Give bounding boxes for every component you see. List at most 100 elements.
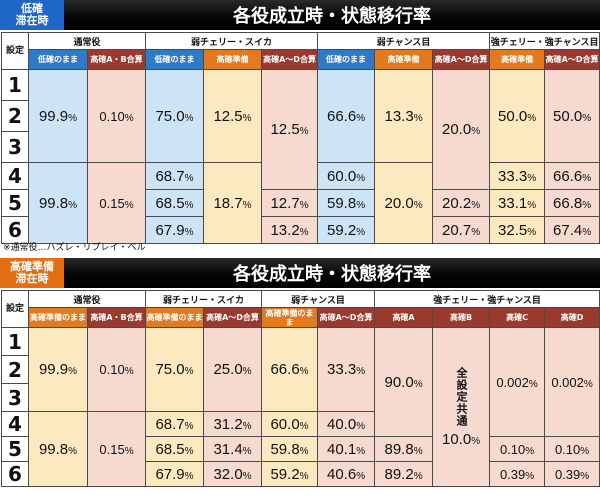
value: 89.8 — [384, 440, 414, 458]
value-cell: 68.5% — [145, 189, 205, 217]
unit: % — [299, 420, 309, 432]
value-cell-common: 全設定共通 10.0% — [432, 327, 491, 487]
unit: % — [527, 226, 537, 238]
setting-header: 設定 — [1, 32, 29, 70]
value: 31.2 — [213, 415, 243, 433]
value-cell: 0.10% — [544, 436, 600, 462]
unit: % — [184, 366, 194, 377]
value: 18.7 — [213, 194, 243, 212]
value: 40.6 — [326, 465, 357, 483]
section1-state-tag: 低確 滞在時 — [0, 0, 64, 30]
value: 99.8 — [38, 194, 69, 212]
value: 20.7 — [442, 221, 472, 239]
value: 0.10 — [499, 441, 526, 457]
value: 66.6 — [270, 361, 300, 378]
value: 67.9 — [155, 465, 185, 483]
sub-header: 高確A～D合算 — [203, 307, 263, 328]
unit: % — [582, 226, 592, 238]
value: 13.3 — [384, 107, 414, 125]
setting-number: 2 — [1, 355, 29, 384]
value-cell: 89.2% — [374, 461, 434, 487]
group-weak-chance: 弱チャンス目 — [317, 32, 491, 50]
value-cell: 60.0% — [261, 411, 319, 437]
common-label: 全設定共通 — [455, 366, 468, 427]
unit: % — [525, 470, 535, 482]
sub-header: 高確D — [544, 307, 600, 328]
value-cell: 20.7% — [432, 216, 491, 244]
unit: % — [583, 378, 593, 390]
value-cell: 67.9% — [145, 461, 205, 487]
value-cell: 32.5% — [489, 216, 546, 244]
unit: % — [242, 112, 252, 124]
sub-header: 高確準備のまま — [28, 307, 88, 328]
unit: % — [68, 366, 78, 377]
value: 59.8 — [326, 194, 357, 212]
value-cell: 67.9% — [145, 216, 205, 244]
value: 12.7 — [270, 194, 300, 212]
unit: % — [356, 470, 366, 482]
value-cell: 20.0% — [374, 162, 434, 244]
value-cell: 59.2% — [317, 216, 376, 244]
unit: % — [124, 366, 134, 377]
tag-line: 低確 — [21, 2, 43, 15]
value: 0.39 — [499, 466, 526, 482]
value-cell: 0.39% — [544, 461, 600, 487]
value: 0.10 — [99, 108, 125, 124]
value-cell: 75.0% — [145, 69, 205, 163]
value-cell: 0.15% — [86, 411, 147, 487]
sub-header: 高確A～D合算 — [317, 307, 376, 328]
value-cell: 67.4% — [544, 216, 600, 244]
section2-title: 各役成立時・状態移行率 — [233, 264, 431, 285]
value-cell: 0.10% — [86, 69, 147, 163]
value: 66.8 — [553, 194, 583, 212]
sub-header: 高確B — [432, 307, 491, 328]
unit: % — [356, 199, 366, 211]
sub-header: 低確のまま — [28, 49, 88, 70]
value-cell: 13.2% — [261, 216, 319, 244]
setting-header: 設定 — [1, 290, 29, 328]
sub-header: 低確のまま — [145, 49, 205, 70]
value: 20.2 — [442, 194, 472, 212]
value: 50.0 — [498, 107, 528, 125]
unit: % — [184, 420, 194, 432]
value-cell: 0.002% — [544, 327, 600, 437]
group-normal: 通常役 — [27, 32, 147, 50]
setting-number: 3 — [1, 131, 29, 163]
value-cell: 99.9% — [28, 327, 88, 412]
unit: % — [299, 226, 309, 238]
group-weak-chance: 弱チャンス目 — [261, 290, 376, 308]
group-strong-cherry: 強チェリー・強チャンス目 — [374, 290, 600, 308]
unit: % — [356, 420, 366, 432]
value-cell: 12.5% — [203, 69, 263, 163]
unit: % — [356, 226, 366, 238]
value: 68.7 — [155, 415, 185, 433]
unit: % — [124, 445, 134, 457]
value: 0.002 — [496, 374, 529, 390]
value: 33.1 — [498, 194, 528, 212]
unit: % — [527, 112, 537, 124]
unit: % — [525, 445, 535, 457]
value: 75.0 — [155, 107, 185, 125]
value: 90.0 — [384, 373, 414, 391]
tag-line: 滞在時 — [15, 272, 49, 285]
unit: % — [299, 445, 309, 457]
value: 99.9 — [38, 361, 69, 378]
unit: % — [242, 366, 252, 377]
value: 68.5 — [155, 194, 185, 212]
sub-header: 高確C — [489, 307, 546, 328]
value-cell: 60.0% — [317, 162, 376, 190]
value-cell: 59.8% — [261, 436, 319, 462]
sub-header: 高確A～D合算 — [261, 49, 319, 70]
value-cell: 50.0% — [544, 69, 600, 163]
value: 66.6 — [553, 167, 583, 185]
unit: % — [413, 112, 423, 124]
section1-table: 設定 通常役 弱チェリー・スイカ 弱チャンス目 強チェリー・強チャンス目 低確の… — [1, 32, 600, 244]
setting-number: 1 — [1, 327, 29, 356]
unit: % — [184, 470, 194, 482]
unit: % — [580, 445, 590, 457]
value-cell: 68.7% — [145, 162, 205, 190]
tag-line: 高確準備 — [10, 260, 54, 273]
value-cell: 31.2% — [203, 411, 263, 437]
value: 13.2 — [270, 221, 300, 239]
unit: % — [184, 199, 194, 211]
